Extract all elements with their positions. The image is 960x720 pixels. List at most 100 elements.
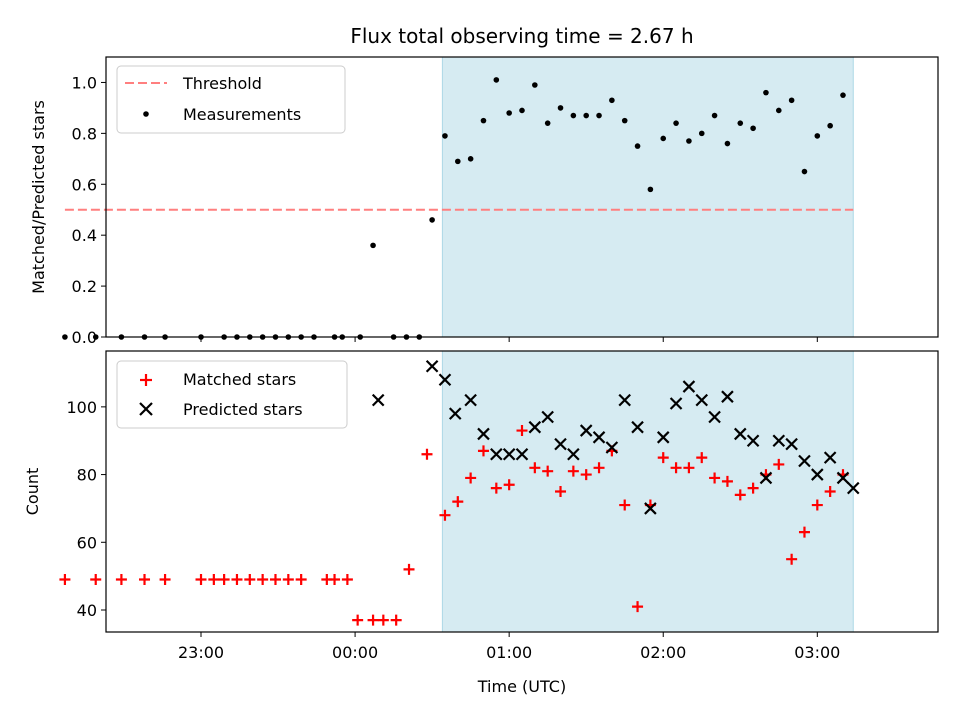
x-tick-label: 02:00 [640,643,686,662]
measurement-point [673,120,679,126]
predicted-star-point [811,468,824,481]
predicted-star-point [579,424,593,437]
matched-star-point [90,574,102,586]
measurement-point [763,89,769,96]
matched-star-point [734,489,746,501]
predicted-star-point [592,431,606,444]
predicted-star-point [798,454,811,468]
matched-star-point [632,601,644,613]
matched-star-point [619,499,631,511]
matched-star-point [257,574,269,586]
x-axis-label: Time (UTC) [477,677,566,696]
measurement-point [737,120,744,126]
legend-top: Threshold Measurements [116,65,346,134]
matched-star-point [329,574,341,586]
measurement-point [814,133,821,139]
bottom-panel: 40 60 80 100 23:00 00:00 01:00 02:00 03:00 Coun… [23,350,939,696]
measurement-point [711,112,718,119]
y-tick-label: 0.8 [72,124,97,143]
predicted-star-point [464,393,477,407]
predicted-star-point [528,420,542,434]
matched-star-point [465,472,477,484]
measurement-point [480,117,487,124]
matched-star-point [747,482,759,494]
y-tick-label: 100 [66,398,97,417]
measurement-point [467,156,474,162]
matched-star-point [269,574,281,586]
matched-star-point [195,574,207,586]
matched-star-point [490,482,502,494]
matched-star-point [341,574,353,586]
predicted-star-point [490,447,503,461]
matched-star-point [439,509,451,521]
matched-star-point [555,486,567,497]
measurement-point [544,120,551,126]
matched-star-point [59,574,71,586]
matched-star-point [696,452,708,464]
x-tick-label: 01:00 [486,643,532,662]
matched-star-point [567,465,579,477]
matched-star-point [159,574,171,586]
matched-stars-points [59,425,849,626]
predicted-star-point [721,390,734,403]
y-tick-label: 1.0 [72,73,97,92]
legend-measurements-label: Measurements [183,105,301,124]
matched-star-point [452,496,464,508]
measurement-point [570,112,577,119]
measurement-point [62,334,68,340]
legend-predicted-label: Predicted stars [183,400,303,419]
measurement-point [634,143,641,149]
matched-star-point [208,574,220,586]
predicted-star-point [823,451,837,464]
measurement-point [429,217,435,223]
y-ticks-bottom: 40 60 80 100 [66,398,106,620]
measurement-point [698,130,705,137]
measurement-point [532,82,538,88]
measurement-point [506,110,512,116]
matched-star-point [244,574,256,586]
predicted-star-point [836,471,850,485]
measurement-point [557,105,564,111]
y-tick-label: 80 [77,466,97,485]
predicted-star-point [846,481,860,495]
legend-box [116,360,348,429]
measurement-point [775,107,782,114]
matched-star-point [657,452,669,464]
y-ticks-top: 0.0 0.2 0.4 0.6 0.8 1.0 [72,73,106,347]
matched-star-point [352,614,364,626]
matched-star-point [773,458,785,470]
measurement-point [609,97,615,104]
matched-star-point [683,462,695,474]
matched-star-point [115,574,127,586]
matched-star-point [503,479,515,491]
y-tick-label: 0.6 [72,175,97,194]
measurement-point [596,112,602,119]
legend-measurements-swatch [143,111,149,117]
measurement-point [370,242,376,249]
matched-star-point [139,574,151,586]
matched-star-point [529,462,541,474]
matched-star-point [403,563,415,575]
predicted-star-point [669,397,683,410]
predicted-star-point [502,447,516,461]
measurement-point [660,135,667,142]
predicted-star-point [644,502,657,515]
measurement-point [750,125,756,132]
predicted-star-point [448,407,462,420]
predicted-star-point [567,447,580,461]
y-tick-label: 0.2 [72,277,97,296]
matched-star-point [786,553,798,565]
matched-star-point [670,462,682,474]
predicted-stars-points [371,359,860,515]
y-tick-label: 0.0 [72,328,97,347]
matched-star-point [390,614,402,626]
y-axis-label-bottom: Count [23,468,42,516]
measurement-point [583,112,589,119]
top-axes-frame [105,56,939,338]
predicted-star-point [772,434,786,447]
measurement-point [840,92,846,98]
predicted-star-point [785,437,798,451]
predicted-star-point [554,437,567,451]
y-tick-label: 40 [77,601,97,620]
